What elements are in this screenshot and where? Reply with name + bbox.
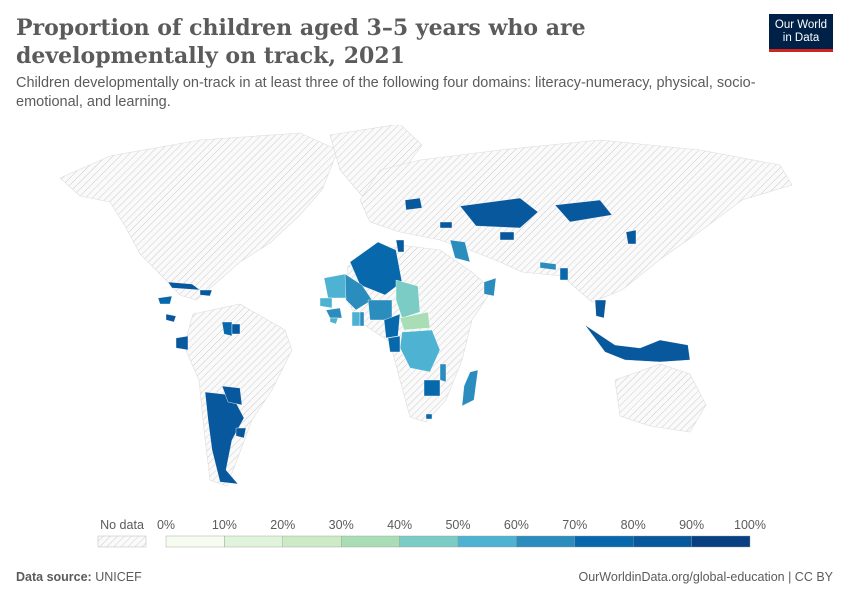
legend-tick: 30% [328,518,354,532]
chart-title: Proportion of children aged 3–5 years wh… [16,15,586,69]
legend-swatch [691,535,751,548]
source-value: UNICEF [95,570,142,584]
country-indonesia[interactable]: Indonesia: 80% [584,324,691,363]
color-legend: No data 0% 10% 20% 30% 40% 50% 60% 70% 80% 90% 100… [0,515,850,555]
country-georgia[interactable]: Georgia: 86% [439,221,453,229]
legend-tick: 80% [620,518,646,532]
landmass-north-america [59,132,339,301]
legend-tick: 0% [156,518,176,532]
country-dominican-republic[interactable]: Dominican Republic: 85% [199,289,213,297]
legend-tick: 70% [562,518,588,532]
country-kazakhstan[interactable]: Kazakhstan: 86% [459,197,539,229]
country-nigeria[interactable]: Nigeria: 60% [367,299,393,321]
country-sierra-leone[interactable]: Sierra Leone: 55% [329,317,339,325]
legend-swatch [399,535,459,548]
country-mauritania[interactable]: Mauritania: 55% [323,273,349,299]
legend-swatch [165,535,225,548]
country-thailand[interactable]: Thailand: 80% [594,299,607,319]
legend-swatch [516,535,576,548]
legend-swatch [341,535,400,548]
legend-swatch [574,535,634,548]
country-honduras[interactable]: Honduras: 75% [157,295,173,305]
source-label: Data source: [16,570,92,584]
country-guinea[interactable]: Guinea: 62% [325,307,343,319]
country-costa-rica[interactable]: Costa Rica: 80% [165,313,177,323]
legend-swatch [457,535,517,548]
country-iraq[interactable]: Iraq: 68% [449,239,471,263]
legend-tick: 50% [445,518,471,532]
country-chad[interactable]: Chad: 42% [395,279,421,319]
country-north-korea[interactable]: North Korea: 85% [625,229,637,245]
footer-url[interactable]: OurWorldinData.org/global-education | CC… [578,570,833,584]
legend-no-data-swatch [97,535,147,548]
country-malawi[interactable]: Malawi: 60% [439,363,447,383]
country-guyana[interactable]: Guyana: 78% [221,321,233,337]
legend-swatch [633,535,692,548]
legend-swatch [282,535,342,548]
country-bangladesh[interactable]: Bangladesh: 75% [559,267,569,281]
landmass-australia [614,363,707,433]
country-uruguay[interactable]: Uruguay: 88% [235,427,247,439]
country-ecuador[interactable]: Ecuador: 80% [175,335,189,351]
country-kyrgyzstan[interactable]: Kyrgyzstan: 80% [499,231,515,241]
country-ghana[interactable]: Ghana: 52% [351,311,361,327]
owid-logo[interactable]: Our World in Data [769,14,833,52]
country-togo[interactable]: Togo: 62% [359,311,365,327]
legend-swatch [224,535,283,548]
country-central-african-republic[interactable]: Central African Republic: 35% [399,311,431,331]
chart-subtitle: Children developmentally on-track in at … [16,75,756,110]
country-nepal[interactable]: Nepal: 65% [539,261,557,271]
country-paraguay[interactable]: Paraguay: 82% [221,385,243,406]
country-madagascar[interactable]: Madagascar: 65% [461,369,479,407]
country-zimbabwe[interactable]: Zimbabwe: 78% [423,379,441,397]
legend-no-data-label: No data [100,518,144,532]
country-belarus[interactable]: Belarus: 88% [404,197,423,211]
country-tunisia[interactable]: Tunisia: 82% [395,239,405,253]
country-mali[interactable]: Mali: 62% [344,273,373,311]
legend-tick: 60% [503,518,529,532]
data-source: Data source: UNICEF [16,570,142,584]
legend-tick: 40% [387,518,413,532]
country-oman[interactable]: Oman: 65% [483,277,497,297]
legend-tick: 20% [270,518,296,532]
country-congo[interactable]: Congo: 70% [387,335,401,353]
legend-tick: 100% [734,518,766,532]
country-eswatini[interactable]: Eswatini: 75% [425,413,433,420]
country-cameroon[interactable]: Cameroon: 72% [383,313,401,339]
legend-tick: 10% [211,518,237,532]
country-mongolia[interactable]: Mongolia: 85% [554,199,613,223]
legend-tick: 90% [679,518,705,532]
country-suriname[interactable]: Suriname: 82% [231,323,241,335]
world-map: Argentina: 85%Paraguay: 82% Uruguay: 88% C… [59,125,793,487]
country-argentina[interactable]: Argentina: 85% [204,391,245,485]
country-senegal[interactable]: Senegal: 56% [319,297,333,309]
